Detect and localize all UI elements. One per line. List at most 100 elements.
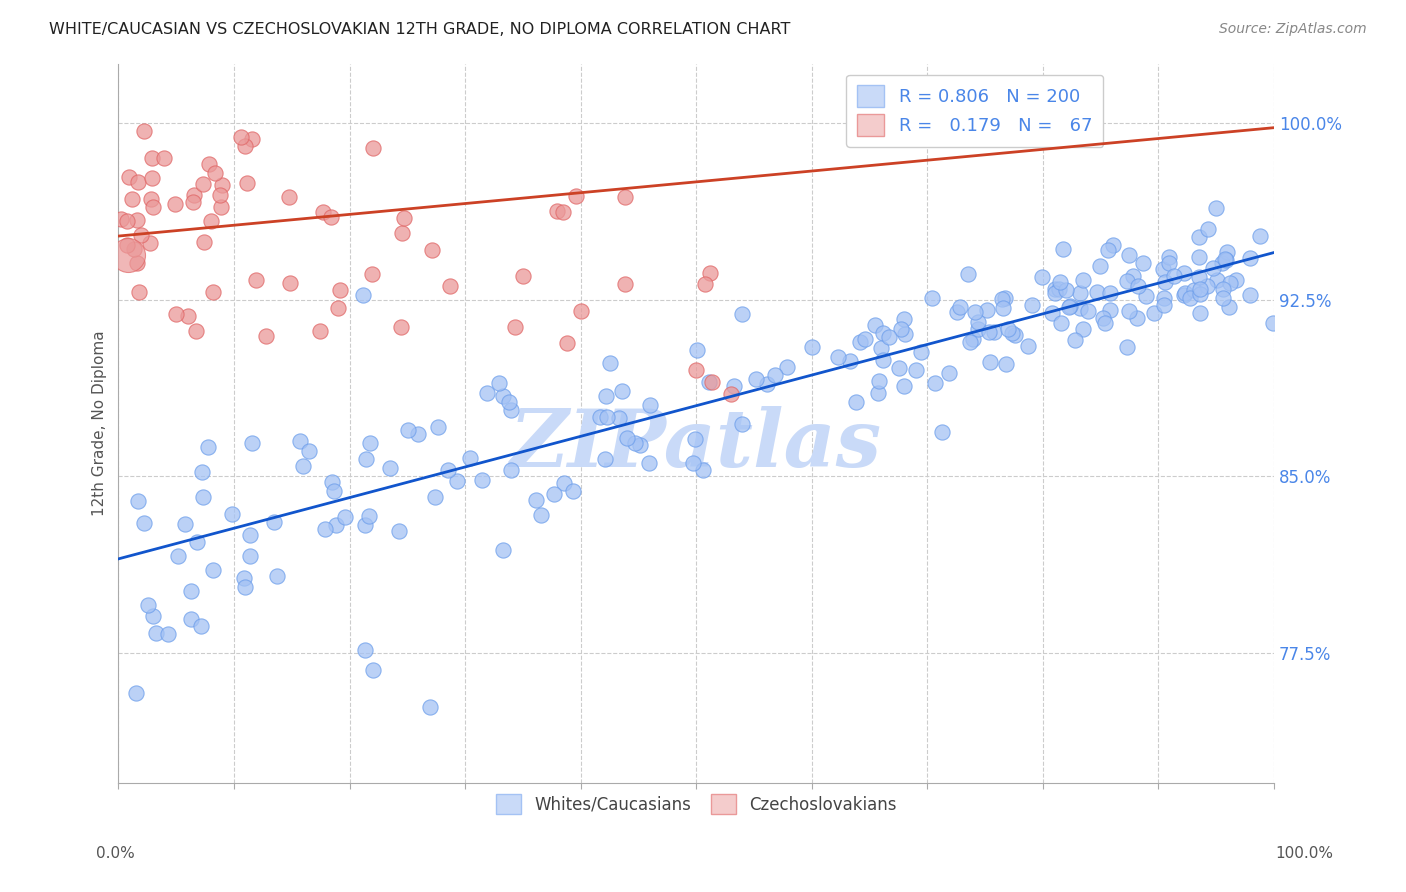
Point	[1091, 310, 1114, 325]
Point	[128, 285, 150, 299]
Point	[1077, 303, 1099, 318]
Point	[1188, 269, 1211, 284]
Point	[132, 516, 155, 530]
Point	[1021, 298, 1043, 312]
Point	[551, 205, 574, 219]
Point	[1182, 284, 1205, 298]
Point	[181, 194, 204, 209]
Point	[167, 549, 190, 563]
Point	[124, 242, 146, 256]
Point	[1157, 255, 1180, 269]
Point	[1188, 282, 1211, 296]
Point	[263, 515, 285, 529]
Point	[931, 425, 953, 440]
Point	[1239, 251, 1261, 265]
Point	[872, 326, 894, 341]
Point	[596, 409, 619, 424]
Point	[1215, 252, 1237, 266]
Point	[1173, 288, 1195, 302]
Point	[1188, 306, 1211, 320]
Point	[693, 277, 716, 292]
Point	[186, 325, 208, 339]
Point	[682, 456, 704, 470]
Text: Source: ZipAtlas.com: Source: ZipAtlas.com	[1219, 22, 1367, 37]
Point	[610, 384, 633, 398]
Point	[1059, 299, 1081, 313]
Point	[1153, 292, 1175, 306]
Point	[110, 212, 132, 227]
Point	[333, 510, 356, 524]
Point	[201, 285, 224, 299]
Point	[499, 463, 522, 477]
Point	[233, 571, 256, 585]
Point	[470, 473, 492, 487]
Point	[838, 353, 860, 368]
Point	[209, 200, 232, 214]
Point	[1118, 303, 1140, 318]
Point	[1218, 301, 1240, 315]
Point	[1216, 244, 1239, 259]
Point	[1085, 285, 1108, 299]
Point	[1097, 244, 1119, 258]
Point	[392, 211, 415, 226]
Point	[910, 345, 932, 359]
Point	[191, 490, 214, 504]
Point	[139, 192, 162, 206]
Point	[191, 465, 214, 479]
Point	[827, 350, 849, 364]
Point	[1071, 322, 1094, 336]
Point	[118, 169, 141, 184]
Point	[233, 580, 256, 594]
Point	[312, 205, 335, 219]
Point	[245, 273, 267, 287]
Point	[976, 303, 998, 318]
Point	[240, 132, 263, 146]
Point	[991, 292, 1014, 306]
Point	[298, 444, 321, 458]
Point	[359, 436, 381, 450]
Point	[141, 170, 163, 185]
Point	[962, 332, 984, 346]
Point	[994, 291, 1017, 305]
Point	[503, 320, 526, 334]
Point	[543, 487, 565, 501]
Point	[1101, 238, 1123, 252]
Point	[938, 366, 960, 380]
Point	[845, 395, 868, 409]
Point	[853, 332, 876, 346]
Point	[863, 318, 886, 333]
Point	[946, 305, 969, 319]
Point	[1153, 298, 1175, 312]
Point	[1206, 273, 1229, 287]
Point	[720, 387, 742, 401]
Point	[1212, 291, 1234, 305]
Point	[183, 188, 205, 202]
Point	[524, 493, 547, 508]
Point	[266, 569, 288, 583]
Point	[1052, 243, 1074, 257]
Point	[1187, 250, 1209, 264]
Point	[1249, 228, 1271, 243]
Point	[1115, 340, 1137, 354]
Legend: Whites/Caucasians, Czechoslovakians: Whites/Caucasians, Czechoslovakians	[489, 788, 904, 822]
Point	[1001, 326, 1024, 340]
Point	[492, 543, 515, 558]
Point	[565, 189, 588, 203]
Point	[139, 235, 162, 250]
Point	[613, 277, 636, 291]
Point	[191, 177, 214, 191]
Point	[326, 301, 349, 315]
Point	[152, 151, 174, 165]
Point	[406, 427, 429, 442]
Point	[699, 266, 721, 280]
Point	[1049, 275, 1071, 289]
Point	[890, 322, 912, 336]
Point	[801, 340, 824, 354]
Point	[136, 598, 159, 612]
Point	[492, 388, 515, 402]
Point	[204, 166, 226, 180]
Point	[309, 324, 332, 338]
Point	[209, 187, 232, 202]
Point	[278, 276, 301, 290]
Point	[197, 440, 219, 454]
